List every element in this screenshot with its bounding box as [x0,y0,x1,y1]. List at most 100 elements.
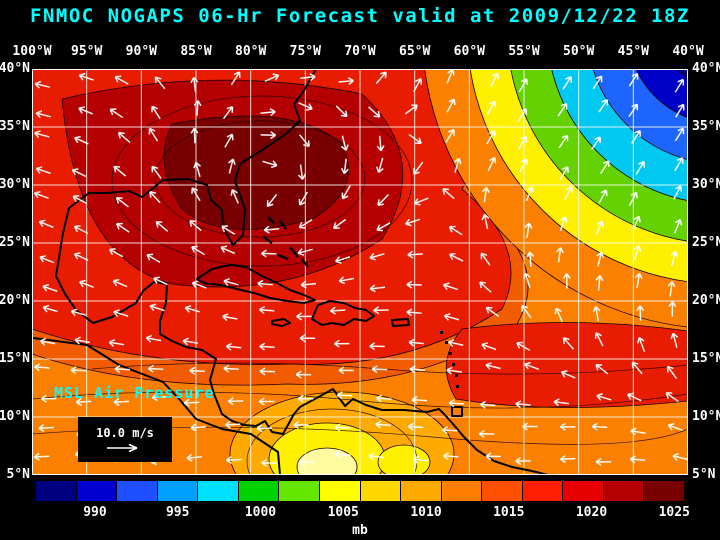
wind-vector [670,332,679,349]
wind-vector [262,160,278,169]
wind-vector [368,452,384,461]
wind-vector [264,73,280,83]
wind-vector [627,392,642,402]
page-title: FNMOC NOGAPS 06-Hr Forecast valid at 200… [30,5,690,27]
wind-vector [591,422,608,431]
wind-vector [256,424,273,433]
wind-vector [193,161,202,178]
colorbar-segment [644,481,684,501]
wind-vector [151,165,162,179]
wind-vector [595,220,604,236]
wind-vector [369,284,386,293]
wind-vector [446,69,455,84]
wind-vector [298,219,313,229]
wind-vector [266,193,278,207]
map-frame [32,69,688,475]
colorbar-segment [319,481,361,501]
wind-vector [230,189,239,204]
wind-vector [446,366,462,375]
wind-vector [222,105,234,120]
wind-vector [186,453,202,462]
wind-scale-label: 10.0 m/s [96,426,154,440]
wind-vector [406,280,422,289]
pressure-map [32,69,688,475]
wind-vector [190,423,206,432]
wind-vector [149,303,165,312]
wind-vector [299,334,316,343]
wind-vector [490,72,500,87]
coastline-trinidad [451,406,463,417]
wind-vector [446,98,456,113]
lat-tick-label-right: 5°N [692,467,716,482]
wind-vector [518,158,529,173]
wind-vector [297,164,306,180]
wind-vector [257,279,273,288]
wind-vector [182,337,199,346]
wind-vector [258,305,275,314]
wind-vector [560,370,576,379]
wind-vector [413,77,423,93]
wind-vector [408,338,425,347]
wind-vector [369,252,385,261]
lat-tick-label-left: 20°N [0,293,30,308]
wind-vector [329,306,346,315]
wind-vector [34,363,50,372]
wind-vector [487,156,497,172]
colorbar-segment [360,481,402,501]
wind-vector [149,191,161,204]
wind-vector [376,135,385,152]
wind-vector [667,281,676,297]
wind-vector [340,135,349,151]
wind-vector [115,196,129,208]
wind-vector [413,197,429,206]
lon-tick-label: 45°W [617,44,649,59]
wind-vector [635,160,645,175]
wind-vector [553,398,569,407]
wind-vector [297,394,314,403]
wind-vector [113,165,127,177]
wind-vector [407,422,424,431]
wind-vector [70,366,87,375]
lon-tick-label: 70°W [344,44,376,59]
colorbar-tick-label: 1020 [575,505,608,520]
colorbar-tick-label: 1010 [410,505,442,520]
wind-vector [559,454,576,464]
wind-vector [293,420,309,429]
wind-vector [42,284,58,292]
lat-tick-label-right: 10°N [692,409,720,424]
wind-vector [259,342,275,351]
wind-vector [340,158,349,175]
wind-vector [34,80,50,89]
colorbar-segment [563,481,604,501]
wind-vector [334,423,351,432]
wind-vector [486,100,496,115]
wind-vector [114,75,129,85]
wind-vector [109,248,124,258]
wind-vector [442,452,459,461]
wind-vector [631,361,643,375]
wind-vector [515,400,531,409]
wind-vector [526,251,535,267]
wind-vector [405,218,421,227]
wind-vector [298,191,309,206]
wind-vector [521,304,532,319]
wind-vector [479,400,496,409]
wind-vector [555,247,564,263]
wind-vector [629,455,646,464]
wind-vector [554,307,563,323]
colorbar-tick-labels: 990 995 1000 1005 1010 1015 1020 1025 [36,505,690,521]
wind-vector [299,134,310,148]
wind-vector [667,422,683,431]
coastline-hispaniola [311,300,375,326]
wind-vector [524,361,540,370]
wind-vector [564,185,574,201]
colorbar-tick-label: 1000 [244,505,277,520]
wind-vector [558,134,569,149]
wind-vector [668,301,677,317]
wind-vector [636,305,645,321]
wind-vector [486,130,496,145]
coastline-jamaica [271,318,291,327]
wind-vector [145,334,162,343]
wind-vector [189,366,205,375]
wind-vector [38,219,54,229]
